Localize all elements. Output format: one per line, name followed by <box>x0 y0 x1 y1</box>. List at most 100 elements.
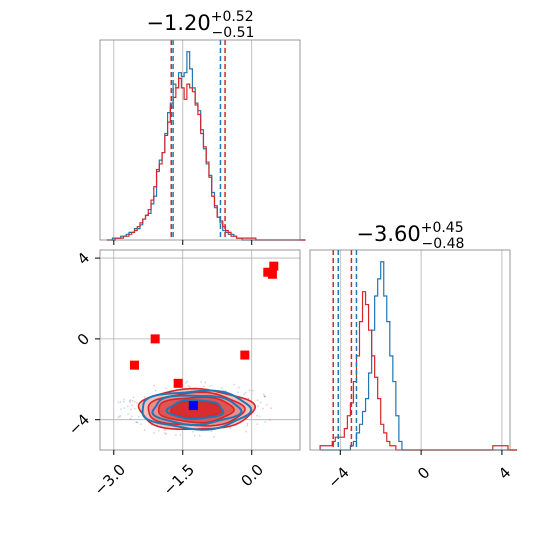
marginal-x-grid <box>113 40 253 240</box>
sample-point <box>131 399 134 402</box>
joint-markers <box>129 261 279 411</box>
sample-point <box>136 421 139 424</box>
sample-point <box>256 399 259 402</box>
blue-contour <box>165 399 225 421</box>
red-square-marker <box>269 261 279 271</box>
marginal-y-border <box>309 249 511 451</box>
joint-border <box>99 249 301 451</box>
sample-point <box>204 381 207 384</box>
sample-point <box>189 385 191 388</box>
histogram-series-1 <box>106 77 306 241</box>
x-tick-label: −3.0 <box>91 461 129 499</box>
sample-point <box>131 404 133 407</box>
sample-point <box>119 415 122 417</box>
sample-point <box>210 430 213 433</box>
sample-point <box>258 415 261 418</box>
sample-point <box>154 389 157 392</box>
marginal-y-title-main: −3.60 <box>356 222 420 246</box>
marginal-x-title-sub: −0.51 <box>212 25 255 41</box>
sample-point <box>135 421 138 424</box>
sample-point <box>130 408 132 411</box>
sample-point <box>198 434 201 437</box>
sample-point <box>265 403 268 406</box>
marginal-x-title-main: −1.20 <box>146 11 210 35</box>
sample-point <box>202 385 205 388</box>
y-tick-label: 0 <box>74 330 93 349</box>
red-square-marker <box>263 267 273 277</box>
sample-point <box>221 389 224 392</box>
x-tick-label: −4 <box>324 463 352 491</box>
blue-square-marker <box>188 401 198 411</box>
marginal-y-quantile-lines <box>332 250 358 450</box>
sample-point <box>264 420 267 423</box>
sample-point <box>136 401 138 404</box>
sample-point <box>213 435 215 438</box>
sample-point <box>122 400 125 403</box>
sample-point <box>123 407 126 409</box>
sample-point <box>246 424 249 427</box>
marginal-x-panel: −1.20+0.52 −0.51 <box>99 9 306 245</box>
marginal-x-quantile-lines <box>170 40 226 240</box>
marginal-x-ticks <box>113 240 253 245</box>
marginal-y-frame <box>310 250 510 450</box>
sample-point <box>163 432 166 435</box>
sample-point <box>129 401 131 404</box>
marginal-y-title-sup: +0.45 <box>421 220 464 236</box>
sample-point <box>191 430 194 433</box>
marginal-x-frame <box>100 40 300 240</box>
sample-point <box>164 387 167 390</box>
marginal-y-panel: −4 0 4 −3.60+0.45 −0.48 <box>309 220 518 492</box>
sample-point <box>165 433 168 436</box>
sample-point <box>174 434 177 436</box>
sample-point <box>137 415 140 418</box>
sample-point <box>261 407 264 410</box>
sample-point <box>264 395 266 398</box>
sample-point <box>270 407 273 410</box>
joint-panel: −3.0 −1.5 0.0 −4 0 4 <box>65 249 301 499</box>
sample-point <box>119 401 122 403</box>
sample-point <box>127 412 130 415</box>
sample-point <box>256 414 258 417</box>
x-tick-label: 0 <box>414 463 433 482</box>
sample-point <box>130 415 133 418</box>
sample-point <box>244 391 247 394</box>
sample-point <box>260 401 262 404</box>
sample-point <box>187 384 189 387</box>
marginal-y-title-sub: −0.48 <box>422 236 465 252</box>
sample-point <box>245 430 247 433</box>
sample-point <box>128 399 131 402</box>
marginal-x-title: −1.20+0.52 −0.51 <box>146 9 254 41</box>
sample-point <box>262 393 265 396</box>
marginal-x-title-sup: +0.52 <box>211 9 254 25</box>
sample-point <box>129 417 132 420</box>
sample-point <box>233 383 236 386</box>
sample-point <box>193 434 196 437</box>
sample-point <box>117 401 120 404</box>
red-square-marker <box>267 269 277 279</box>
sample-point <box>237 391 239 394</box>
red-square-marker <box>173 378 183 388</box>
sample-point <box>135 421 138 424</box>
sample-point <box>132 396 135 399</box>
sample-point <box>133 401 136 403</box>
sample-point <box>256 423 259 426</box>
sample-point <box>220 387 223 389</box>
sample-point <box>143 429 146 432</box>
sample-point <box>118 415 121 418</box>
red-square-marker <box>129 360 139 370</box>
marginal-y-grid <box>339 250 503 450</box>
sample-point <box>163 429 166 432</box>
sample-point <box>126 405 129 408</box>
sample-point <box>247 397 250 400</box>
sample-point <box>133 407 136 410</box>
sample-point <box>243 393 246 396</box>
sample-point <box>256 405 259 408</box>
joint-sample-points <box>117 380 273 438</box>
sample-point <box>143 396 146 398</box>
sample-point <box>186 380 189 383</box>
marginal-y-title: −3.60+0.45 −0.48 <box>356 220 464 252</box>
x-tick-label: −1.5 <box>160 461 198 499</box>
sample-point <box>117 416 120 419</box>
x-tick-label: 4 <box>495 463 514 482</box>
